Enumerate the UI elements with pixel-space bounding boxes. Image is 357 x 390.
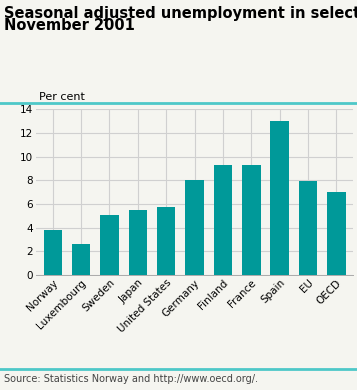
Bar (242, 165, 261, 275)
Bar (214, 165, 232, 275)
Bar (72, 244, 90, 275)
Bar (185, 180, 204, 275)
Bar (299, 181, 317, 275)
Text: Seasonal adjusted unemployment in selected countries,: Seasonal adjusted unemployment in select… (4, 6, 357, 21)
Text: Source: Statistics Norway and http://www.oecd.org/.: Source: Statistics Norway and http://www… (4, 374, 257, 385)
Text: Per cent: Per cent (39, 92, 84, 102)
Bar (271, 121, 289, 275)
Bar (100, 215, 119, 275)
Bar (327, 192, 346, 275)
Bar (129, 210, 147, 275)
Bar (157, 207, 175, 275)
Text: November 2001: November 2001 (4, 18, 135, 32)
Bar (44, 230, 62, 275)
